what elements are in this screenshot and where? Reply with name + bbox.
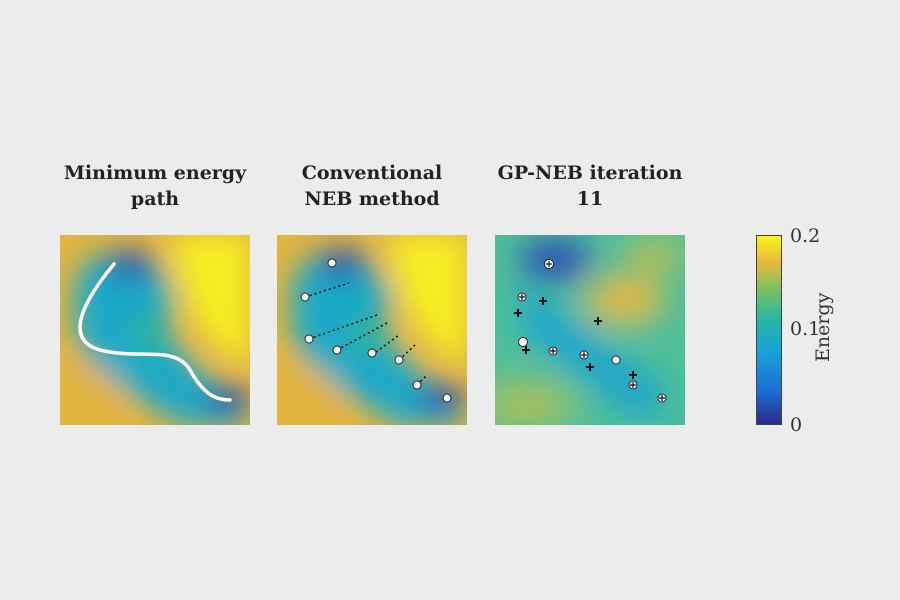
- neb-images: [300, 258, 452, 403]
- colorbar-tick-mid: 0.1: [790, 318, 821, 340]
- colorbar-tick-max: 0.2: [790, 225, 821, 247]
- panel-conventional-neb: [277, 235, 467, 425]
- gp-neb-image-crosses: [519, 261, 665, 401]
- minimum-energy-path-line: [78, 262, 232, 402]
- energy-surface-1: [60, 235, 250, 425]
- panel-gp-neb: [495, 235, 685, 425]
- panel-title-gpneb: GP-NEB iteration 11: [497, 162, 683, 210]
- panel-title-mep: Minimum energy path: [63, 162, 247, 210]
- colorbar-label: Energy: [812, 292, 834, 362]
- neb-trajectories: [304, 282, 428, 386]
- energy-surface-3: [495, 235, 685, 425]
- panel-title-neb: Conventional NEB method: [301, 162, 443, 210]
- energy-surface-2: [277, 235, 467, 425]
- panel-minimum-energy-path: [60, 235, 250, 425]
- colorbar-tick-min: 0: [790, 414, 803, 436]
- energy-colorbar: [756, 235, 782, 425]
